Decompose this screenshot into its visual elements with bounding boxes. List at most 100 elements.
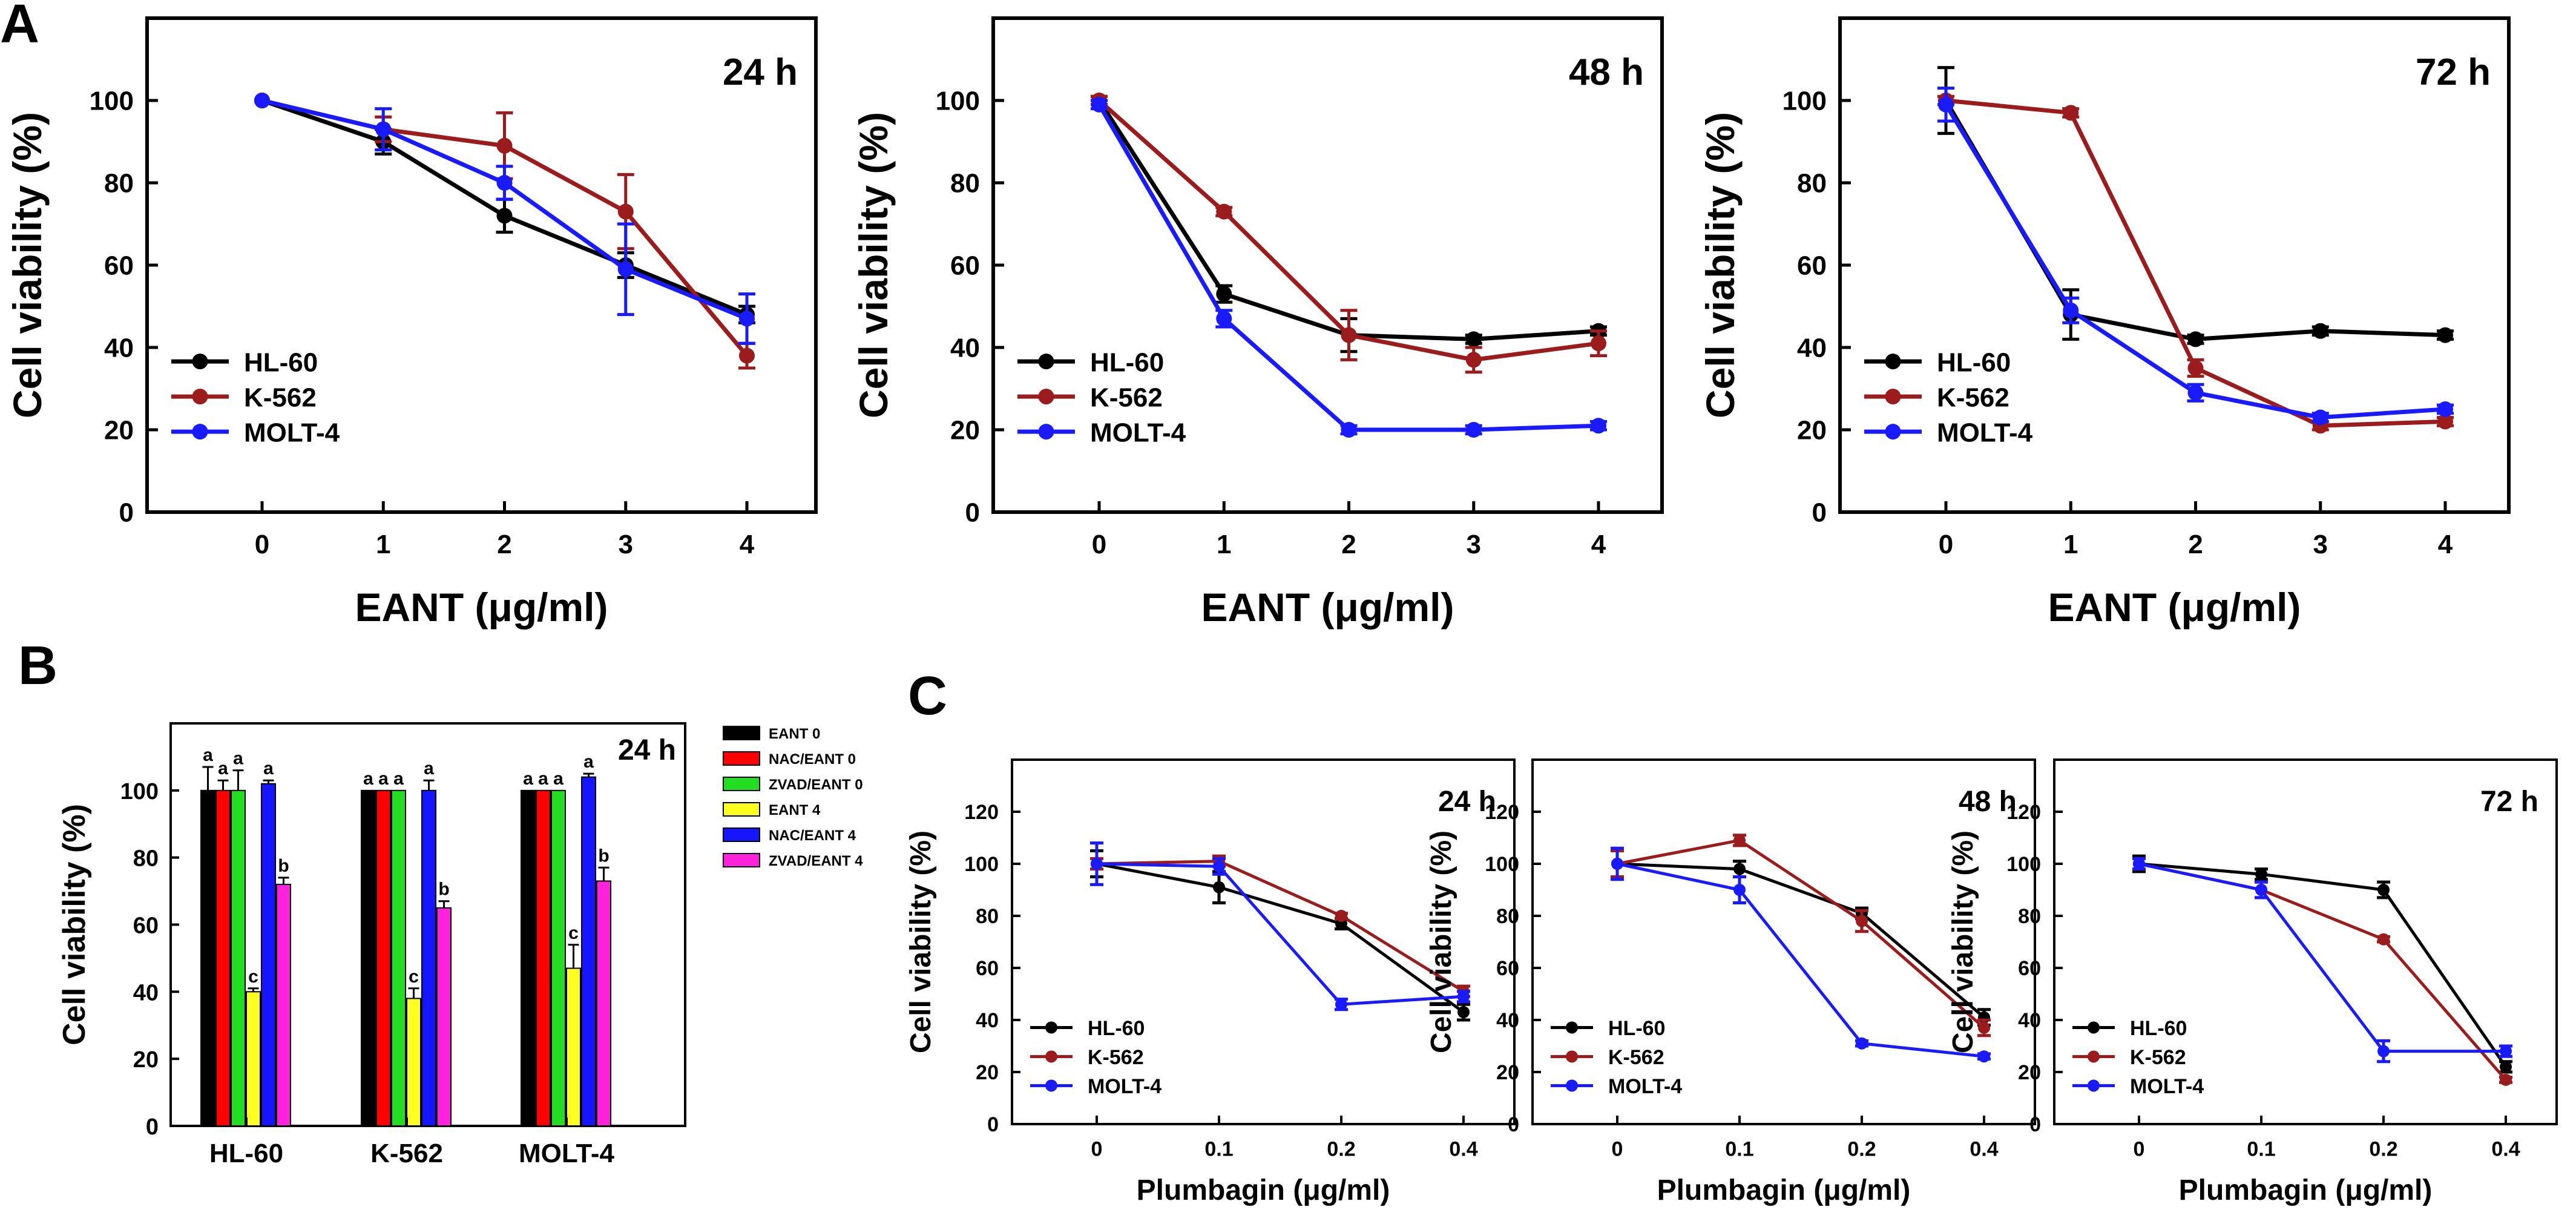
x-tick-label: 0.1	[1725, 1138, 1753, 1161]
legend-marker-molt-4	[192, 424, 208, 440]
y-tick-label: 20	[1797, 415, 1827, 445]
data-point-molt-4	[1465, 422, 1482, 438]
plot-frame	[1011, 758, 1516, 1125]
time-label: 72 h	[2416, 51, 2491, 93]
series-line-hl-60	[1617, 862, 1985, 1019]
y-tick-label: 60	[133, 913, 159, 939]
data-point-hl-60	[1457, 1006, 1470, 1019]
significance-label: a	[523, 769, 533, 789]
x-tick-label: 4	[1591, 530, 1606, 559]
y-tick-label: 80	[1496, 905, 1519, 928]
bar-zvad-eant-0	[551, 789, 566, 1127]
legend-label-k-562: K-562	[1608, 1046, 1664, 1069]
bar-nac-eant-4	[261, 783, 276, 1127]
data-point-hl-60	[2187, 331, 2204, 347]
legend-marker-k-562	[1045, 1050, 1057, 1063]
bar-zvad-eant-4	[276, 884, 291, 1127]
significance-label: a	[393, 769, 404, 789]
y-tick-label: 20	[133, 1047, 159, 1073]
data-point-hl-60	[1216, 286, 1232, 302]
y-axis-label: Cell viability (%)	[5, 112, 50, 418]
x-tick-label: 2	[1341, 530, 1356, 559]
y-axis-label: Cell viability (%)	[57, 804, 92, 1045]
x-tick-label: 1	[376, 530, 390, 559]
x-tick-label: 3	[2313, 530, 2328, 559]
y-tick-label: 60	[2018, 957, 2041, 980]
data-point-k-562	[2500, 1073, 2512, 1086]
time-label: 24 h	[723, 51, 798, 93]
data-point-hl-60	[2312, 323, 2328, 339]
significance-label: a	[424, 758, 434, 778]
legend-label-molt-4: MOLT-4	[1937, 418, 2033, 447]
x-axis-label: EANT (μg/ml)	[1201, 585, 1454, 630]
data-point-molt-4	[1091, 96, 1107, 113]
data-point-hl-60	[1465, 331, 1482, 347]
legend-marker-hl-60	[1885, 354, 1901, 370]
y-tick-label: 0	[119, 498, 134, 527]
y-tick-label: 100	[1782, 86, 1827, 116]
panel-label-a: A	[0, 0, 39, 54]
y-tick-label: 80	[2018, 905, 2041, 928]
y-tick-label: 120	[2006, 801, 2041, 824]
data-point-molt-4	[2063, 302, 2079, 318]
data-point-hl-60	[2500, 1061, 2512, 1073]
y-tick-label: 40	[950, 333, 980, 363]
x-axis-label: EANT (μg/ml)	[355, 585, 608, 630]
bar-eant-4	[246, 991, 261, 1127]
y-tick-label: 0	[2029, 1113, 2041, 1136]
panel-label-c: C	[908, 666, 947, 726]
y-tick-label: 80	[104, 168, 134, 198]
data-point-molt-4	[1938, 96, 1954, 113]
x-tick-label: 0	[255, 530, 269, 559]
data-point-molt-4	[1457, 990, 1470, 1003]
bar-eant-0	[521, 789, 536, 1127]
x-tick-label: K-562	[370, 1139, 443, 1168]
legend-marker-hl-60	[1045, 1021, 1057, 1034]
x-tick-label: 3	[619, 530, 633, 559]
data-point-molt-4	[1091, 858, 1103, 870]
data-point-k-562	[1856, 915, 1868, 927]
chart-c3: 0 20 40 60 80 100 120 0 0.1 0.2 0.4 Plumbagin (μg/m…	[1947, 758, 2558, 1206]
y-axis-label: Cell viability (%)	[851, 112, 896, 418]
x-tick-label: 3	[1467, 530, 1481, 559]
legend-marker-molt-4	[2088, 1079, 2100, 1092]
y-tick-label: 40	[133, 980, 159, 1005]
data-point-hl-60	[1733, 863, 1746, 875]
x-axis-label: Plumbagin (μg/ml)	[2179, 1174, 2433, 1206]
data-point-k-562	[2437, 413, 2453, 430]
bar-nac-eant-4	[421, 789, 436, 1127]
x-tick-label: 4	[2438, 530, 2453, 559]
y-tick-label: 120	[1485, 801, 1519, 824]
bar-zvad-eant-4	[436, 907, 452, 1127]
y-tick-label: 0	[987, 1113, 999, 1136]
bar-eant-0	[361, 789, 376, 1127]
y-tick-label: 0	[1812, 498, 1827, 527]
bar-zvad-eant-4	[596, 880, 611, 1127]
chart-a2: 0 20 40 60 80 100 0 1 2 3 4 EANT (μg/ml) Cell viabil…	[851, 16, 1664, 630]
legend-label-eant-0: EANT 0	[769, 726, 820, 742]
legend-label-k-562: K-562	[1090, 383, 1163, 412]
data-point-molt-4	[1591, 418, 1606, 434]
chart-a1: 0 20 40 60 80 100 0 1 2 3 4 EANT (μg/ml) Cell viabil…	[5, 16, 818, 630]
y-axis-label: Cell viability (%)	[905, 831, 937, 1053]
time-label: 24 h	[618, 734, 676, 766]
significance-label: b	[438, 880, 449, 900]
data-point-molt-4	[2312, 409, 2328, 426]
series-line-hl-60	[1096, 862, 1465, 1014]
y-tick-label: 80	[950, 168, 980, 198]
legend-label-nac-eant-0: NAC/EANT 0	[769, 751, 856, 768]
legend-label-hl-60: HL-60	[1088, 1017, 1145, 1040]
data-point-k-562	[617, 203, 634, 220]
significance-label: a	[553, 769, 564, 789]
data-point-molt-4	[1216, 311, 1232, 327]
x-axis-label: Plumbagin (μg/ml)	[1657, 1174, 1911, 1206]
x-tick-label: 0	[2134, 1138, 2145, 1161]
legend-swatch-eant-4	[723, 802, 760, 817]
significance-label: a	[378, 769, 389, 789]
data-point-molt-4	[1733, 884, 1746, 896]
x-tick-label: 0.1	[2247, 1138, 2275, 1161]
data-point-molt-4	[1611, 858, 1623, 870]
y-tick-label: 20	[976, 1061, 999, 1084]
